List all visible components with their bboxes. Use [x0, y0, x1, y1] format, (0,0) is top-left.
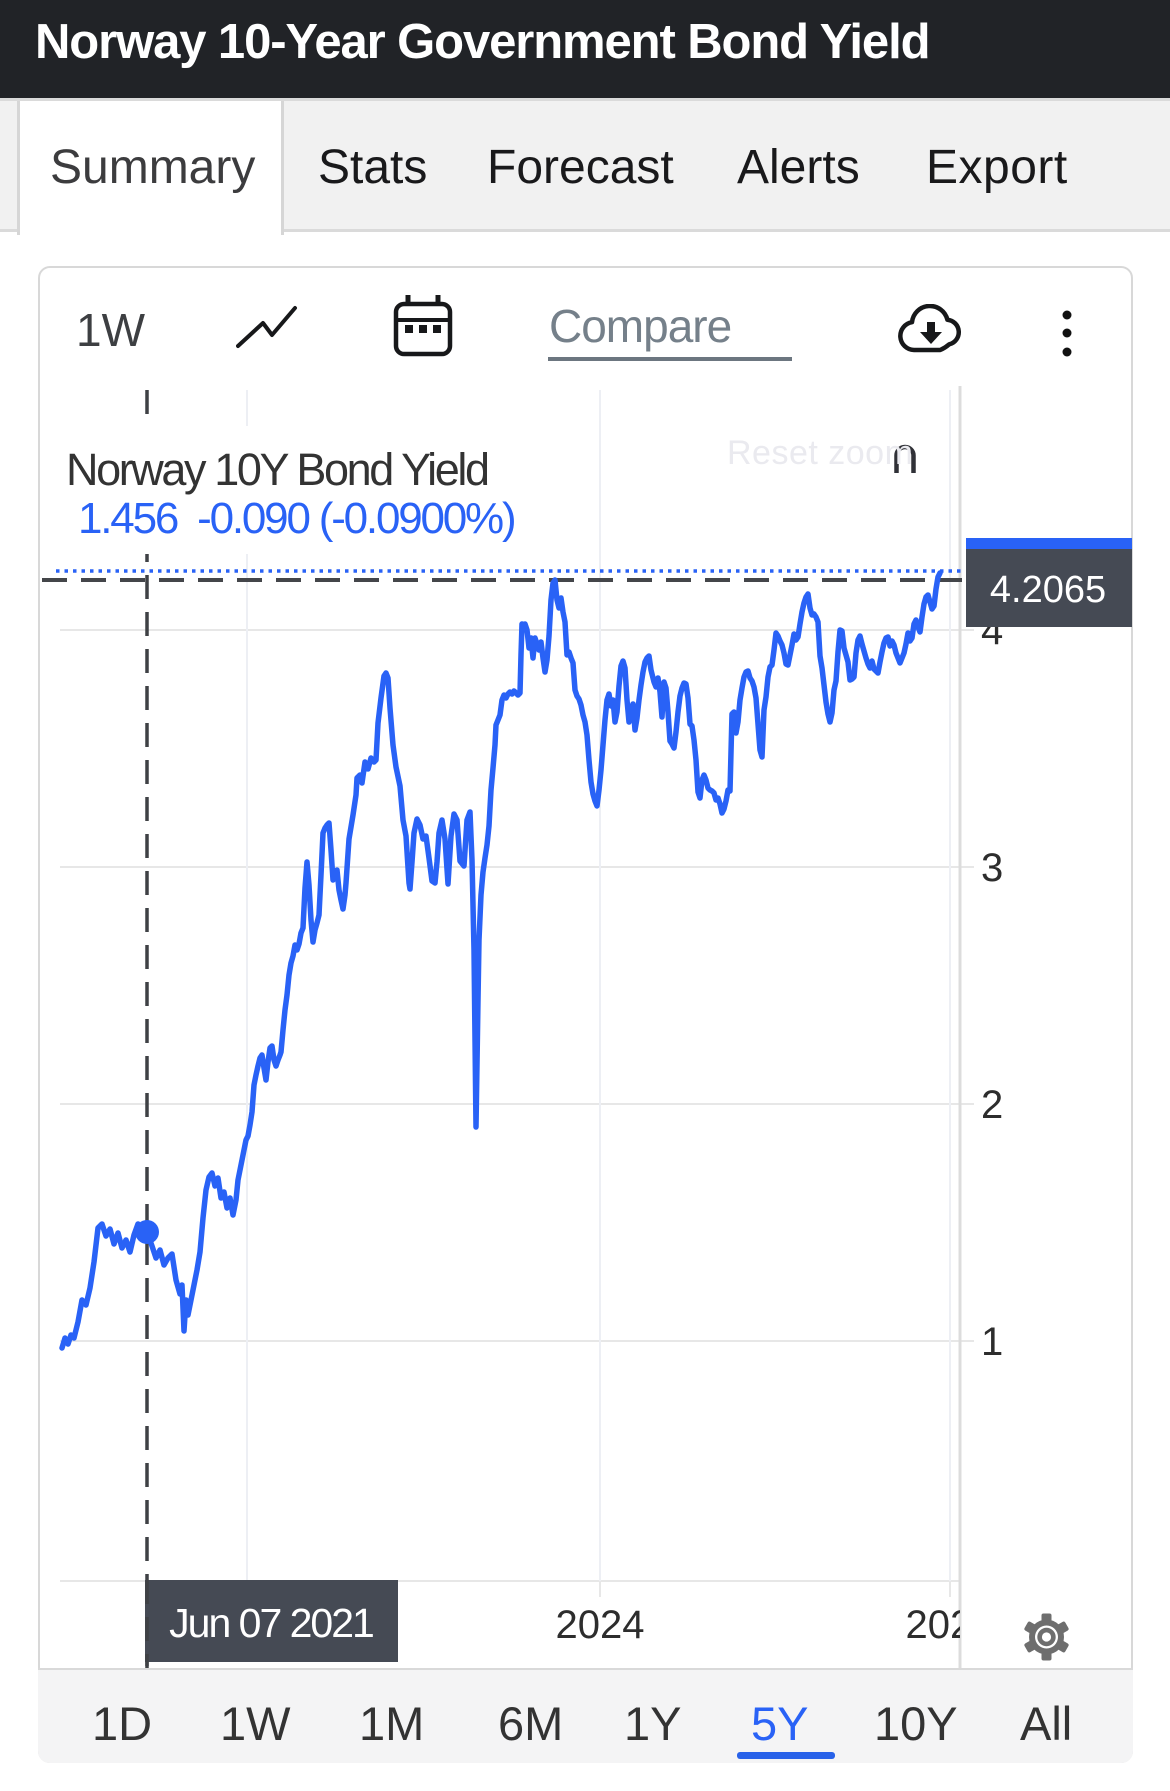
svg-text:3: 3 — [981, 846, 1003, 890]
svg-text:Jun 07 2021: Jun 07 2021 — [169, 1600, 373, 1646]
svg-text:2026: 2026 — [906, 1603, 995, 1647]
svg-text:2: 2 — [981, 1083, 1003, 1127]
svg-text:4.2065: 4.2065 — [990, 569, 1106, 611]
svg-text:1: 1 — [981, 1320, 1003, 1364]
svg-text:2024: 2024 — [556, 1603, 645, 1647]
